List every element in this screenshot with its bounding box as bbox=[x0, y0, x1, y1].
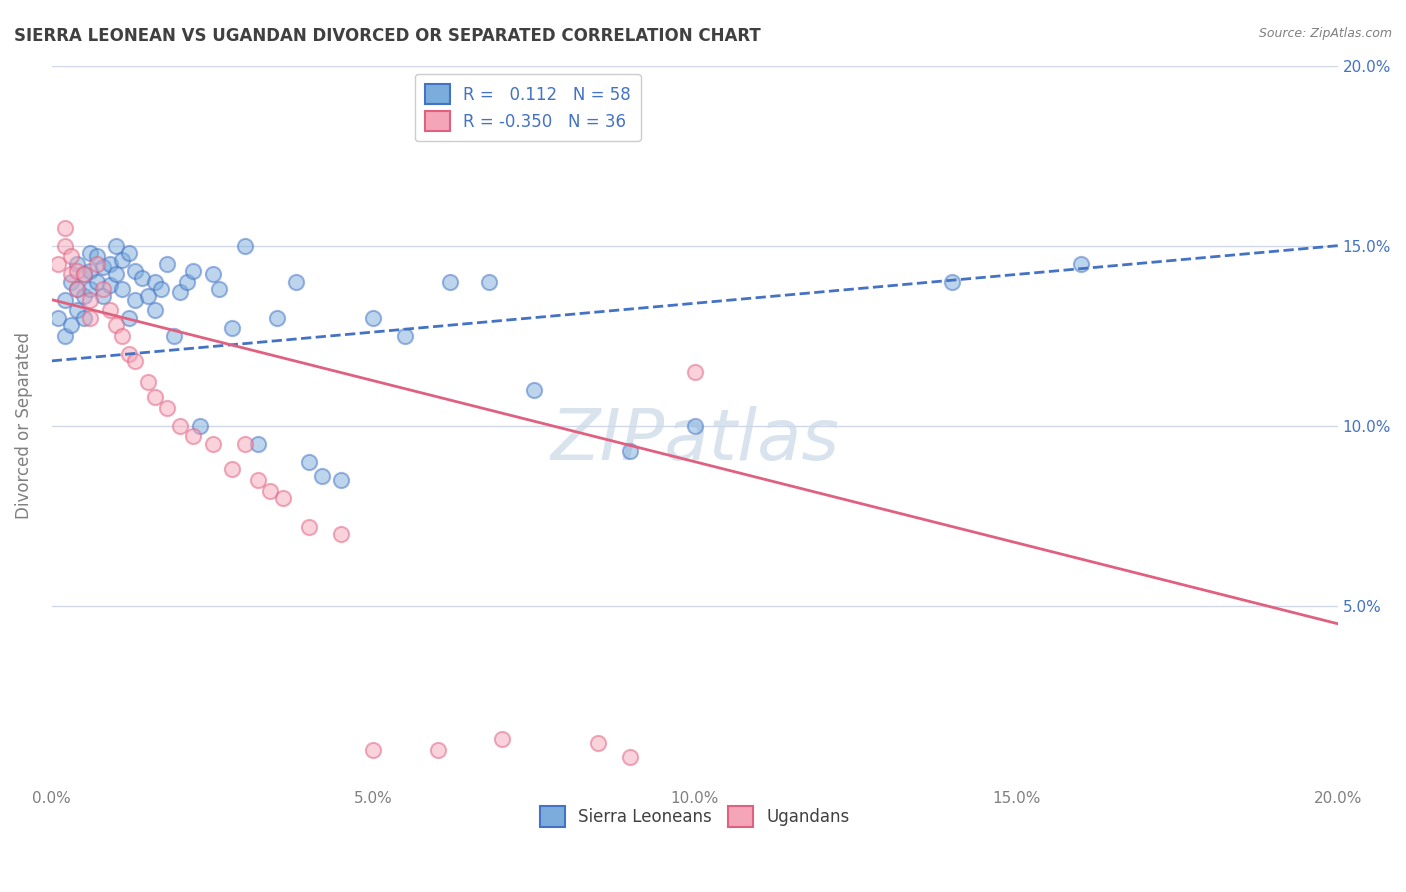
Point bbox=[73, 268, 96, 282]
Legend: Sierra Leoneans, Ugandans: Sierra Leoneans, Ugandans bbox=[531, 798, 858, 835]
Point bbox=[111, 282, 134, 296]
Point bbox=[163, 328, 186, 343]
Point bbox=[259, 483, 281, 498]
Point bbox=[1070, 257, 1092, 271]
Point bbox=[118, 310, 141, 325]
Y-axis label: Divorced or Separated: Divorced or Separated bbox=[15, 332, 32, 519]
Point bbox=[98, 278, 121, 293]
Point bbox=[201, 436, 224, 450]
Point bbox=[98, 257, 121, 271]
Point bbox=[79, 264, 101, 278]
Point bbox=[246, 473, 269, 487]
Point bbox=[66, 282, 89, 296]
Point bbox=[53, 220, 76, 235]
Point bbox=[79, 282, 101, 296]
Point bbox=[66, 303, 89, 318]
Point bbox=[79, 245, 101, 260]
Point bbox=[46, 310, 69, 325]
Text: ZIPatlas: ZIPatlas bbox=[550, 406, 839, 475]
Point bbox=[60, 249, 83, 263]
Point bbox=[86, 275, 108, 289]
Point bbox=[201, 268, 224, 282]
Text: SIERRA LEONEAN VS UGANDAN DIVORCED OR SEPARATED CORRELATION CHART: SIERRA LEONEAN VS UGANDAN DIVORCED OR SE… bbox=[14, 27, 761, 45]
Point bbox=[478, 275, 501, 289]
Point bbox=[53, 238, 76, 252]
Point bbox=[111, 253, 134, 268]
Point bbox=[176, 275, 198, 289]
Point bbox=[105, 238, 128, 252]
Point bbox=[588, 735, 610, 749]
Point bbox=[619, 750, 641, 764]
Point bbox=[683, 365, 706, 379]
Point bbox=[150, 282, 173, 296]
Text: Source: ZipAtlas.com: Source: ZipAtlas.com bbox=[1258, 27, 1392, 40]
Point bbox=[169, 418, 191, 433]
Point bbox=[124, 293, 146, 307]
Point bbox=[73, 289, 96, 303]
Point bbox=[79, 310, 101, 325]
Point bbox=[111, 328, 134, 343]
Point bbox=[311, 469, 333, 483]
Point bbox=[330, 526, 353, 541]
Point bbox=[105, 318, 128, 332]
Point bbox=[60, 275, 83, 289]
Point bbox=[66, 264, 89, 278]
Point bbox=[181, 264, 204, 278]
Point bbox=[233, 238, 256, 252]
Point bbox=[439, 275, 461, 289]
Point bbox=[169, 285, 191, 300]
Point bbox=[66, 282, 89, 296]
Point bbox=[156, 401, 179, 415]
Point bbox=[53, 328, 76, 343]
Point bbox=[298, 519, 321, 533]
Point bbox=[53, 293, 76, 307]
Point bbox=[361, 310, 384, 325]
Point bbox=[118, 245, 141, 260]
Point bbox=[66, 257, 89, 271]
Point bbox=[91, 282, 114, 296]
Point bbox=[233, 436, 256, 450]
Point bbox=[86, 249, 108, 263]
Point bbox=[330, 473, 353, 487]
Point bbox=[188, 418, 211, 433]
Point bbox=[136, 376, 159, 390]
Point bbox=[523, 383, 546, 397]
Point bbox=[271, 491, 294, 505]
Point bbox=[98, 303, 121, 318]
Point bbox=[86, 257, 108, 271]
Point bbox=[156, 257, 179, 271]
Point bbox=[118, 346, 141, 360]
Point bbox=[60, 268, 83, 282]
Point bbox=[619, 443, 641, 458]
Point bbox=[73, 310, 96, 325]
Point bbox=[221, 462, 243, 476]
Point bbox=[298, 455, 321, 469]
Point bbox=[60, 318, 83, 332]
Point bbox=[941, 275, 963, 289]
Point bbox=[246, 436, 269, 450]
Point bbox=[394, 328, 416, 343]
Point bbox=[361, 743, 384, 757]
Point bbox=[124, 354, 146, 368]
Point bbox=[285, 275, 308, 289]
Point bbox=[143, 275, 166, 289]
Point bbox=[221, 321, 243, 335]
Point bbox=[136, 289, 159, 303]
Point bbox=[91, 260, 114, 275]
Point bbox=[91, 289, 114, 303]
Point bbox=[79, 293, 101, 307]
Point bbox=[143, 390, 166, 404]
Point bbox=[73, 268, 96, 282]
Point bbox=[143, 303, 166, 318]
Point bbox=[105, 268, 128, 282]
Point bbox=[181, 429, 204, 443]
Point bbox=[46, 257, 69, 271]
Point bbox=[426, 743, 449, 757]
Point bbox=[124, 264, 146, 278]
Point bbox=[491, 731, 513, 746]
Point bbox=[683, 418, 706, 433]
Point bbox=[208, 282, 231, 296]
Point bbox=[131, 271, 153, 285]
Point bbox=[266, 310, 288, 325]
